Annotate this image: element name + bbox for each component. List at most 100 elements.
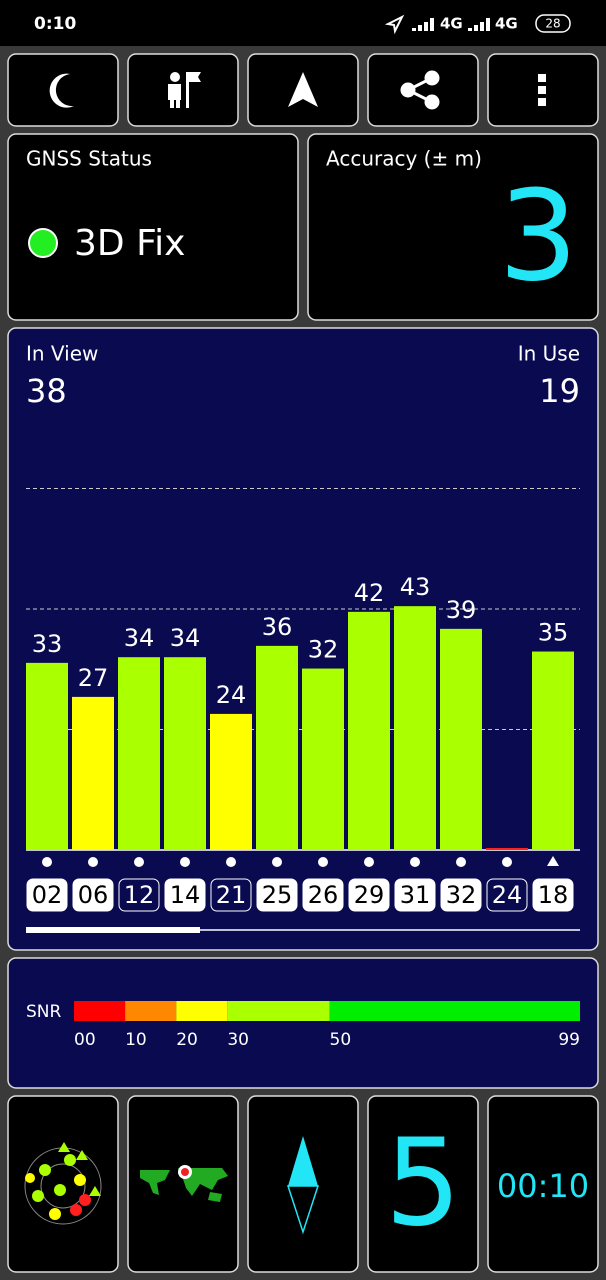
prn-label: 14 [170,881,201,909]
snr-segment [74,1001,126,1021]
bar [348,611,390,850]
bar [26,662,68,850]
satellites-count: 5 [385,1115,461,1254]
data-label: 33 [32,630,63,658]
battery-level: 28 [545,17,560,31]
signal-icon [468,18,490,31]
in-view-count: 38 [26,372,67,410]
marker [456,857,466,867]
bar [532,651,574,850]
prn-box [26,878,68,912]
signal-icon [412,18,434,31]
data-label: 32 [308,636,339,664]
snr-segment [227,1001,330,1021]
location-icon [384,14,405,35]
marker [502,857,512,867]
snr-tick-label: 20 [176,1030,198,1050]
snr-segment [176,1001,228,1021]
world-map-icon [138,1164,230,1204]
bar [394,606,436,850]
waypoint-button[interactable] [127,53,239,127]
data-label: 39 [446,596,477,624]
prn-box [486,878,528,912]
prn-box [72,878,114,912]
prn-box [394,878,436,912]
snr-tick-label: 50 [330,1030,352,1050]
prn-box [118,878,160,912]
prn-box [210,878,252,912]
navigate-icon [288,72,318,107]
prn-label: 02 [32,881,63,909]
snr-title: SNR [26,1002,62,1022]
marker [134,857,144,867]
data-label: 24 [216,681,247,709]
network-type: 4G [495,15,518,33]
battery-icon [535,14,571,33]
snr-legend: 00 10 20 30 50 99 [74,1001,580,1050]
marker [42,857,52,867]
time-button[interactable] [487,1095,599,1273]
prn-box [440,878,482,912]
panel-title: GNSS Status [26,147,152,171]
prn-label: 18 [538,881,569,909]
marker [88,857,98,867]
prn-box [164,878,206,912]
sky-view-button[interactable] [7,1095,119,1273]
accuracy-panel [307,133,599,321]
night-mode-button[interactable] [7,53,119,127]
prn-label: 12 [124,881,155,909]
in-view-label: In View [26,342,98,366]
bar [164,657,206,850]
prn-box [256,878,298,912]
bar [440,628,482,850]
moon-icon [49,73,74,108]
snr-segment [329,1001,580,1021]
in-use-count: 19 [539,372,580,410]
fix-status: 3D Fix [74,223,185,264]
prn-label: 21 [216,881,247,909]
marker [364,857,374,867]
prn-box [302,878,344,912]
marker [226,857,236,867]
data-label: 42 [354,579,385,607]
snr-legend-panel [7,957,599,1089]
prn-label: 31 [400,881,431,909]
snr-tick-label: 10 [125,1030,147,1050]
satellites-button[interactable] [367,1095,479,1273]
bar [302,668,344,850]
prn-box [348,878,390,912]
snr-segment [125,1001,177,1021]
network-type: 4G [440,15,463,33]
waypoint-icon [168,72,201,108]
marker [272,857,282,867]
fix-indicator [28,228,58,258]
prn-box [532,878,574,912]
data-label: 27 [78,664,109,692]
status-bar [0,0,606,46]
sky-view-icon [24,1142,102,1225]
data-label: 36 [262,613,293,641]
marker [180,857,190,867]
data-label: 34 [170,624,201,652]
accuracy-value: 3 [498,164,578,309]
marker [410,857,420,867]
prn-label: 26 [308,881,339,909]
data-label: 43 [400,573,431,601]
fix-time: 00:10 [497,1167,589,1205]
prn-label: 29 [354,881,385,909]
satellite-panel [7,327,599,951]
share-button[interactable] [367,53,479,127]
bar [72,696,114,850]
prn-label: 25 [262,881,293,909]
bar [210,713,252,850]
share-icon [400,70,440,110]
data-label: 35 [538,619,569,647]
snr-chart: 33 02 27 06 34 12 34 14 24 21 36 25 32 26 42 29 43 31 39 32… [26,488,580,912]
snr-tick-label: 99 [558,1030,580,1050]
snr-tick-label: 00 [74,1030,96,1050]
bar [118,657,160,850]
menu-icon [538,74,546,106]
scroll-thumb [26,927,200,933]
in-use-label: In Use [518,342,580,366]
